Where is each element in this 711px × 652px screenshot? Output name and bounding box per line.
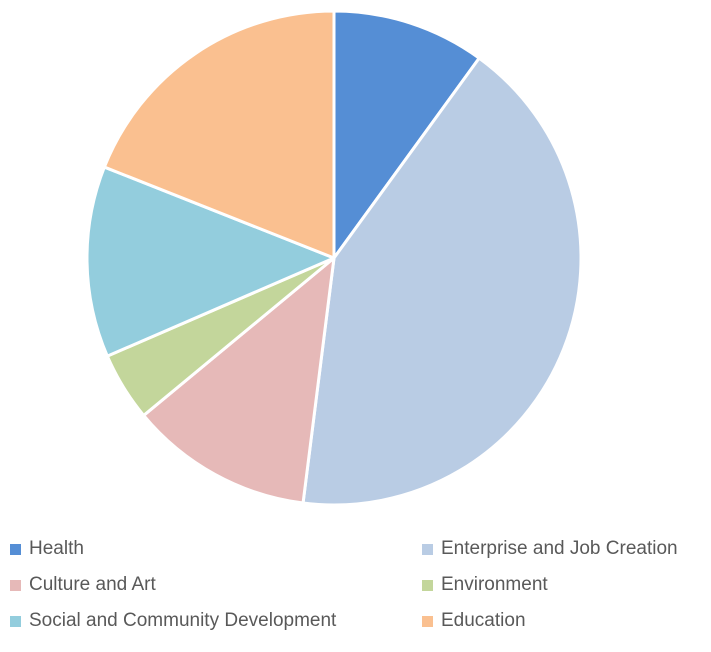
legend-swatch-enterprise-and-job-creation	[422, 543, 433, 555]
legend-swatch-health	[10, 543, 21, 555]
legend-swatch-culture-and-art	[10, 579, 21, 591]
legend-swatch-environment	[422, 579, 433, 591]
legend-label-health: Health	[29, 538, 84, 559]
legend-label-enterprise-and-job-creation: Enterprise and Job Creation	[441, 538, 678, 559]
legend-item-culture-and-art: Culture and Art	[10, 572, 156, 598]
legend-item-environment: Environment	[422, 572, 548, 598]
legend-item-education: Education	[422, 608, 526, 634]
legend-label-education: Education	[441, 610, 526, 631]
legend-label-environment: Environment	[441, 574, 548, 595]
legend-swatch-education	[422, 615, 433, 627]
pie-slice-enterprise-and-job-creation	[301, 56, 583, 507]
legend-item-social-and-community-development: Social and Community Development	[10, 608, 336, 634]
pie-slice-education	[102, 9, 336, 260]
pie-slice-culture-and-art	[142, 256, 336, 505]
chart-legend: Health Enterprise and Job Creation Culture…	[10, 536, 711, 652]
legend-label-culture-and-art: Culture and Art	[29, 574, 156, 595]
legend-item-enterprise-and-job-creation: Enterprise and Job Creation	[422, 536, 678, 562]
pie-chart-svg	[85, 9, 583, 507]
pie-slice-health	[332, 9, 481, 260]
legend-label-social-and-community-development: Social and Community Development	[29, 610, 337, 631]
legend-swatch-social-and-community-development	[10, 615, 21, 627]
legend-item-health: Health	[10, 536, 84, 562]
pie-slice-social-and-community-development	[85, 165, 336, 358]
